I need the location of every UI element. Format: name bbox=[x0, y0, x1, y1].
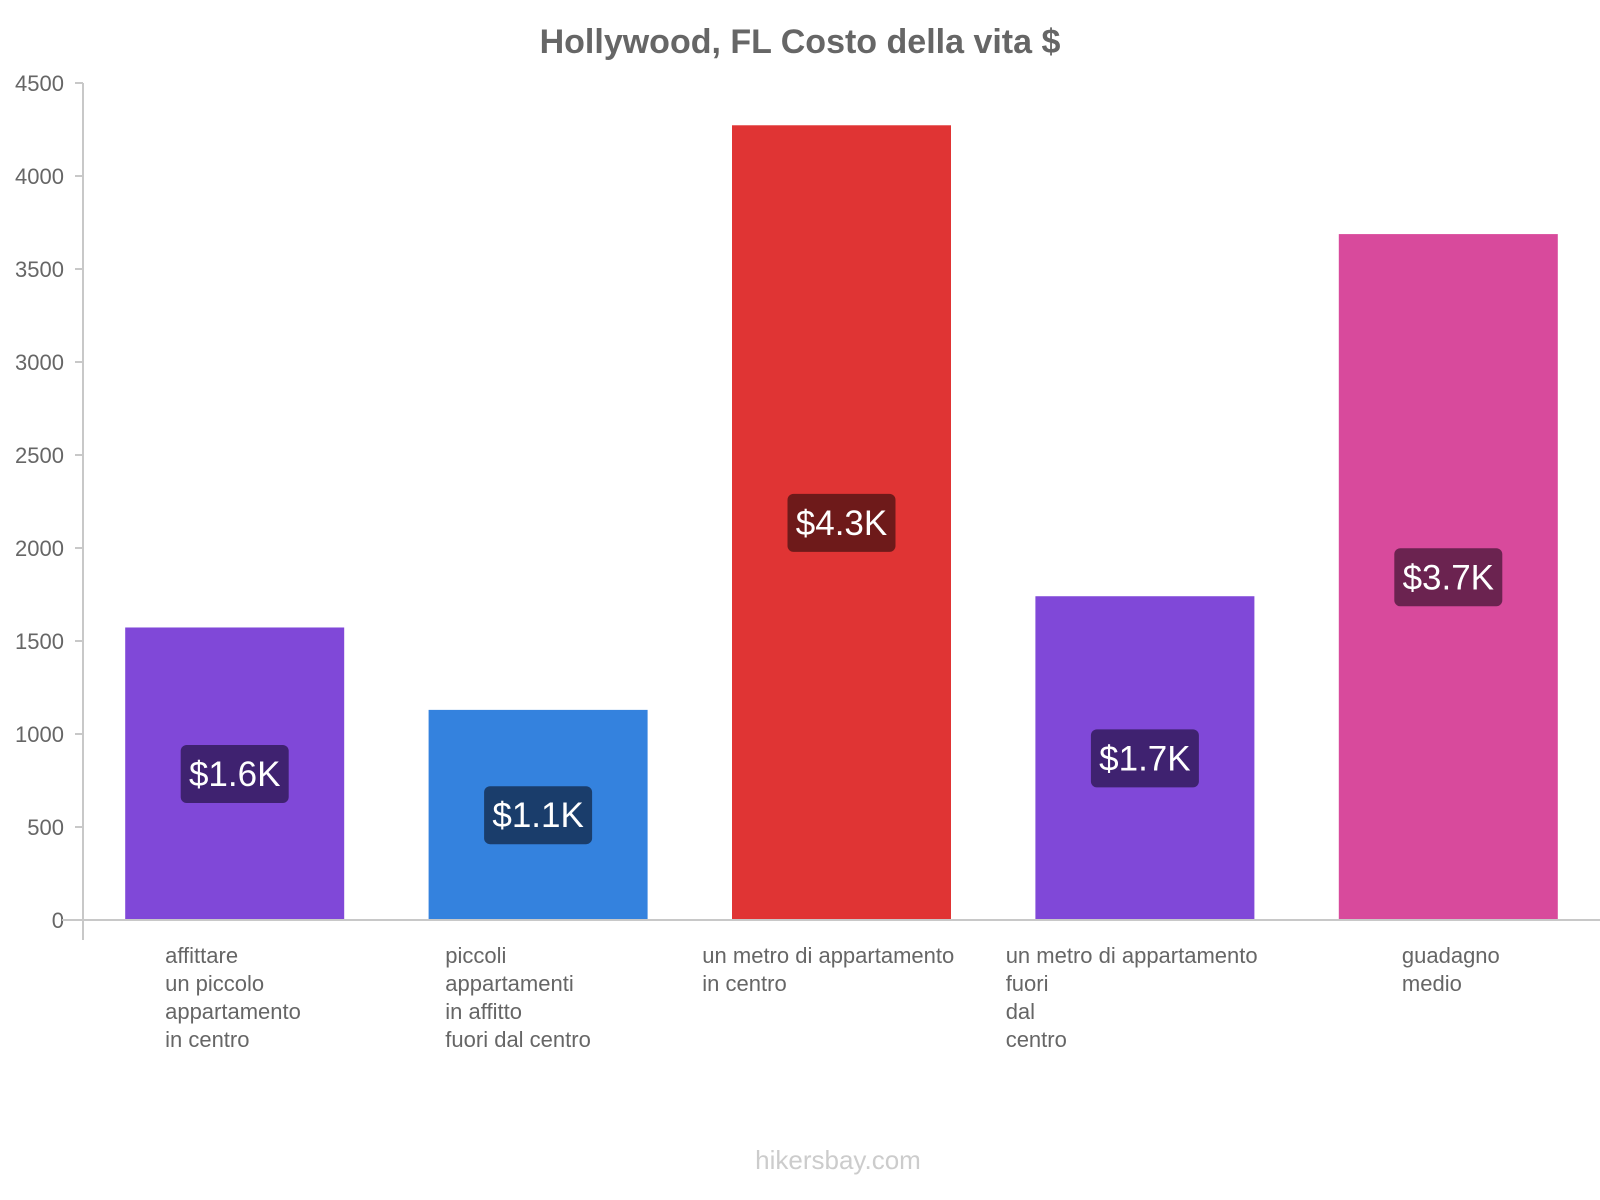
chart-title: Hollywood, FL Costo della vita $ bbox=[540, 23, 1061, 61]
x-tick-label: un metro di appartamento in centro bbox=[702, 943, 954, 996]
y-axis: 0 500 1000 1500 2000 2500 3000 3500 4000 4500 bbox=[15, 71, 84, 940]
y-tick-label: 500 bbox=[27, 815, 64, 840]
data-label-text: $3.7K bbox=[1403, 558, 1494, 597]
y-tick-label: 2500 bbox=[15, 443, 64, 468]
data-label: $1.1K bbox=[484, 786, 593, 845]
x-tick-label-line: appartamenti bbox=[445, 971, 573, 996]
data-label-box bbox=[1394, 548, 1503, 607]
x-tick-label-line: in centro bbox=[165, 1027, 249, 1052]
y-tick-label: 2000 bbox=[15, 536, 64, 561]
data-label-text: $4.3K bbox=[796, 504, 887, 543]
x-tick-label-line: centro bbox=[1006, 1027, 1067, 1052]
data-labels-group: $1.6K $1.1K $4.3K $1.7K $3.7K bbox=[180, 493, 1503, 845]
y-tick-label: 4000 bbox=[15, 164, 64, 189]
data-label-box bbox=[1090, 729, 1199, 788]
x-tick-label-line: fuori dal centro bbox=[445, 1027, 591, 1052]
data-label-box bbox=[180, 744, 289, 803]
x-tick-label-line: un metro di appartamento bbox=[702, 943, 954, 968]
data-label: $4.3K bbox=[787, 493, 896, 552]
x-tick-label-line: un metro di appartamento bbox=[1006, 943, 1258, 968]
x-tick-label-line: in affitto bbox=[445, 999, 522, 1024]
y-tick-label: 0 bbox=[52, 908, 64, 933]
x-tick-label: un metro di appartamento fuori dal centro bbox=[1006, 943, 1258, 1052]
x-tick-label: guadagno medio bbox=[1402, 943, 1500, 996]
x-tick-label-line: un piccolo bbox=[165, 971, 264, 996]
data-label-box bbox=[787, 493, 896, 552]
x-tick-label: piccoli appartamenti in affitto fuori dal c… bbox=[445, 943, 591, 1052]
x-axis: affittare un piccolo appartamento in centro… bbox=[62, 919, 1600, 1052]
y-tick-label: 1000 bbox=[15, 722, 64, 747]
x-tick-label-line: appartamento bbox=[165, 999, 301, 1024]
x-tick-label-line: piccoli bbox=[445, 943, 506, 968]
data-label: $1.7K bbox=[1090, 729, 1199, 788]
x-tick-label-line: fuori bbox=[1006, 971, 1049, 996]
x-tick-label-line: guadagno bbox=[1402, 943, 1500, 968]
x-tick-label: affittare un piccolo appartamento in centro bbox=[165, 943, 301, 1052]
x-tick-label-line: dal bbox=[1006, 999, 1035, 1024]
data-label-text: $1.7K bbox=[1099, 739, 1190, 778]
x-tick-label-line: medio bbox=[1402, 971, 1462, 996]
y-tick-label: 3500 bbox=[15, 257, 64, 282]
y-tick-label: 4500 bbox=[15, 71, 64, 96]
x-tick-label-line: in centro bbox=[702, 971, 786, 996]
y-tick-label: 1500 bbox=[15, 629, 64, 654]
x-tick-label-line: affittare bbox=[165, 943, 238, 968]
y-tick-label: 3000 bbox=[15, 350, 64, 375]
watermark: hikersbay.com bbox=[755, 1145, 921, 1175]
data-label-text: $1.6K bbox=[189, 755, 280, 794]
data-label: $1.6K bbox=[180, 744, 289, 803]
data-label-box bbox=[484, 786, 593, 845]
data-label: $3.7K bbox=[1394, 548, 1503, 607]
data-label-text: $1.1K bbox=[492, 796, 583, 835]
